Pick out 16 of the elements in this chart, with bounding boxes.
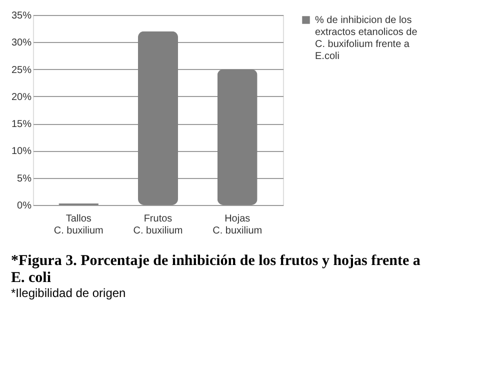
y-tick-label: 0%: [17, 200, 32, 212]
y-tick-label: 5%: [17, 173, 32, 184]
x-tick-label: Frutos C. buxilium: [133, 214, 183, 236]
y-tick-label: 35%: [11, 10, 32, 22]
text: *Figura 3. Porcentaje de inhibición de los frutos y hojas frente a E. coli: [10, 253, 421, 286]
x-tick-label: Hojas C. buxilium: [212, 214, 262, 236]
text: *Ilegibilidad de origen: [10, 286, 126, 300]
bar: [217, 69, 258, 205]
bar: [138, 31, 178, 205]
x-tick-label: Tallos C. buxilium: [54, 214, 104, 236]
y-tick-label: 20%: [11, 92, 32, 103]
y-tick-label: 25%: [11, 64, 32, 76]
legend-label: % de inhibicion de los extractos etanolicos de C. buxifolium frente a E.coli: [315, 15, 418, 62]
y-tick-label: 15%: [11, 119, 32, 130]
y-tick-label: 10%: [11, 146, 32, 158]
y-tick-label: 30%: [11, 38, 32, 49]
